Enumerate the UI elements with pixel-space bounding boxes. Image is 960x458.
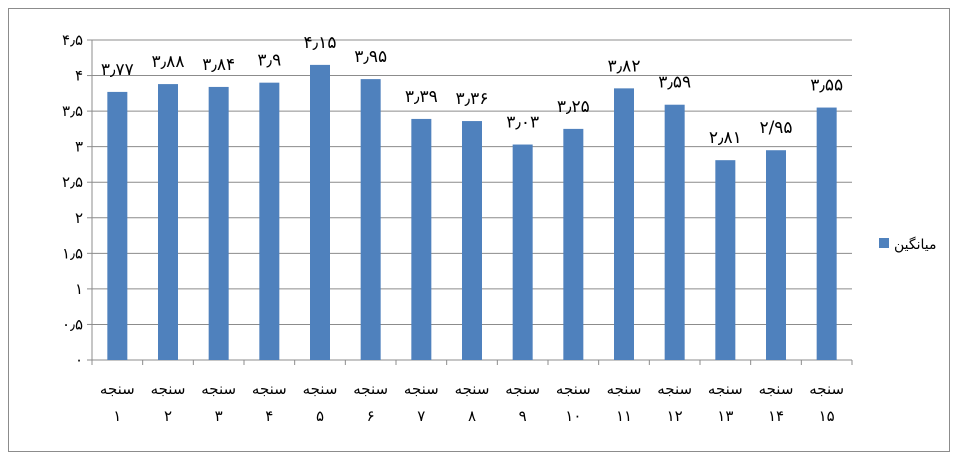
data-labels: ۳٫۷۷ ۳٫۸۸ ۳٫۸۴ ۳٫۹ ۴٫۱۵ ۳٫۹۵ ۳٫۳۹ ۳٫۳۶ ۳٫۰۳ ۳٫۲۵ ۳… [101, 33, 843, 148]
bar [360, 79, 381, 360]
category-label: سنجه [657, 380, 692, 398]
category-label: ۱ [113, 407, 121, 425]
data-label: ۴٫۱۵ [304, 33, 337, 53]
category-label: ۲ [164, 407, 172, 425]
y-tick-label: ۴٫۵ [62, 31, 83, 49]
bar [614, 88, 634, 360]
category-label: ۱۵ [819, 407, 835, 425]
bar [664, 104, 685, 360]
data-label: ۳٫۵۹ [658, 73, 691, 93]
data-label: ۳٫۹۵ [354, 47, 387, 67]
bar [158, 84, 178, 360]
bar [512, 144, 533, 360]
y-tick-label: ۱٫۵ [62, 244, 83, 262]
bars [107, 64, 837, 361]
bar [462, 121, 482, 360]
category-label: ۷ [417, 407, 425, 425]
category-label: سنجه [252, 380, 287, 398]
category-label: سنجه [404, 380, 439, 398]
category-label: سنجه [201, 380, 236, 398]
data-label: ۲/۹۵ [759, 118, 792, 138]
x-axis-categories: سنجه ۱ سنجه ۲ سنجه ۳ سنجه ۴ سنجه ۵ سنجه ۶ سنجه ۷ سنجه ۸… [91, 360, 853, 425]
y-tick-label: ۴ [75, 67, 83, 85]
data-label: ۲٫۸۱ [709, 128, 742, 148]
legend: میانگین [879, 236, 937, 253]
bar [816, 107, 837, 360]
bar [411, 118, 432, 360]
data-label: ۳٫۸۸ [152, 52, 185, 72]
category-label: ۳ [215, 407, 223, 425]
data-label: ۳٫۳۹ [405, 87, 438, 107]
y-tick-label: ۳ [75, 138, 83, 156]
category-label: ۱۴ [768, 407, 784, 425]
legend-swatch [879, 238, 889, 248]
category-label: سنجه [100, 380, 135, 398]
bar [715, 160, 736, 360]
category-label: ۱۰ [565, 407, 581, 425]
category-label: ۱۱ [616, 407, 632, 425]
data-label: ۳٫۸۴ [202, 55, 235, 75]
category-label: ۹ [519, 407, 527, 425]
bar [766, 150, 786, 360]
bar [563, 128, 584, 360]
category-label: سنجه [151, 380, 186, 398]
y-tick-label: ۰ [75, 351, 83, 369]
data-label: ۳٫۷۷ [101, 60, 134, 80]
chart-frame: ۰ ۰٫۵ ۱ ۱٫۵ ۲ ۲٫۵ ۳ ۳٫۵ ۴ ۴٫۵ ۳٫۷۷ ۳٫۸۸ ۳٫۸۴ ۳٫۹ ۴٫۱۵… [8, 8, 950, 452]
category-label: سنجه [809, 380, 844, 398]
bar [208, 86, 229, 360]
data-label: ۳٫۹ [257, 51, 281, 71]
y-tick-label: ۲ [75, 209, 83, 227]
bar [107, 91, 128, 361]
category-label: ۱۲ [667, 407, 683, 425]
y-tick-label: ۲٫۵ [62, 173, 83, 191]
category-label: سنجه [556, 380, 591, 398]
category-label: ۸ [468, 407, 476, 425]
category-label: ۴ [265, 407, 273, 425]
bar [259, 82, 280, 361]
category-label: سنجه [505, 380, 540, 398]
bar-chart: ۰ ۰٫۵ ۱ ۱٫۵ ۲ ۲٫۵ ۳ ۳٫۵ ۴ ۴٫۵ ۳٫۷۷ ۳٫۸۸ ۳٫۸۴ ۳٫۹ ۴٫۱۵… [62, 31, 937, 425]
y-tick-label: ۳٫۵ [62, 102, 83, 120]
data-label: ۳٫۲۵ [557, 97, 590, 117]
category-label: سنجه [353, 380, 388, 398]
data-label: ۳٫۳۶ [456, 89, 489, 109]
y-tick-label: ۰٫۵ [62, 315, 83, 333]
category-label: ۶ [367, 407, 375, 425]
bar [310, 64, 330, 360]
category-label: سنجه [759, 380, 794, 398]
data-label: ۳٫۸۲ [608, 56, 641, 76]
category-label: ۱۳ [717, 407, 733, 425]
category-label: ۵ [316, 407, 324, 425]
category-label: سنجه [455, 380, 490, 398]
data-label: ۳٫۰۳ [506, 113, 539, 133]
category-label: سنجه [708, 380, 743, 398]
data-label: ۳٫۵۵ [810, 76, 843, 96]
legend-label: میانگین [894, 236, 937, 253]
y-tick-label: ۱ [75, 280, 83, 298]
y-axis-ticks: ۰ ۰٫۵ ۱ ۱٫۵ ۲ ۲٫۵ ۳ ۳٫۵ ۴ ۴٫۵ [62, 31, 92, 369]
category-label: سنجه [607, 380, 642, 398]
category-label: سنجه [303, 380, 338, 398]
